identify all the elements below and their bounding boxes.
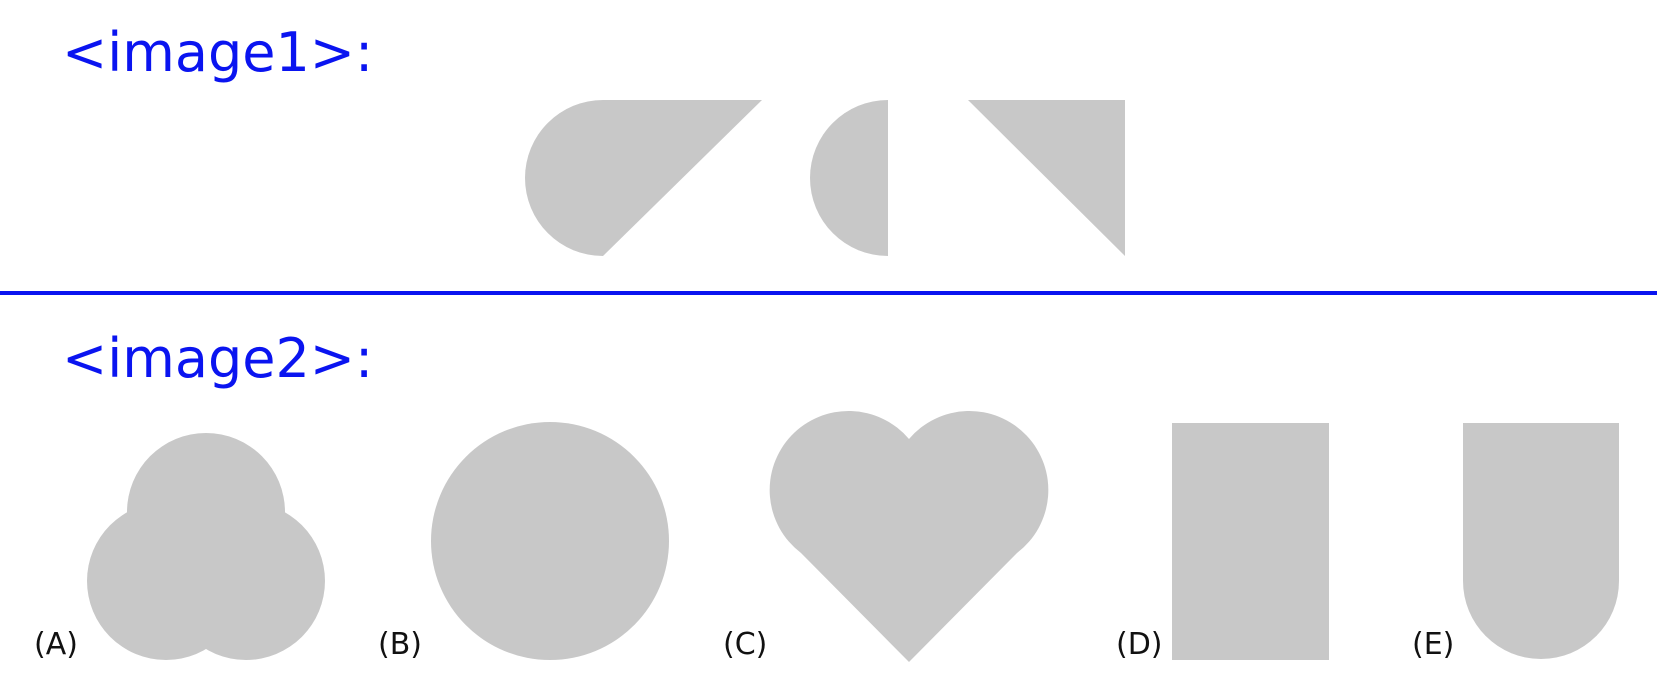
option-a-shape — [87, 433, 325, 660]
section-divider — [0, 291, 1657, 295]
option-d-label: (D) — [1116, 627, 1163, 662]
option-d-shape — [1172, 423, 1329, 660]
option-a-label: (A) — [34, 627, 78, 662]
option-b-shape — [431, 422, 669, 660]
option-b-label: (B) — [378, 627, 422, 662]
image1-label: <image1>: — [62, 21, 374, 84]
option-c-shape — [769, 411, 1049, 662]
option-c-label: (C) — [723, 627, 768, 662]
option-e-shape — [1463, 423, 1619, 659]
image1-piece-2 — [810, 100, 888, 256]
option-e-label: (E) — [1412, 627, 1455, 662]
image1-piece-3 — [968, 100, 1125, 256]
image2-label: <image2>: — [62, 327, 374, 390]
image1-piece-1 — [525, 100, 762, 256]
